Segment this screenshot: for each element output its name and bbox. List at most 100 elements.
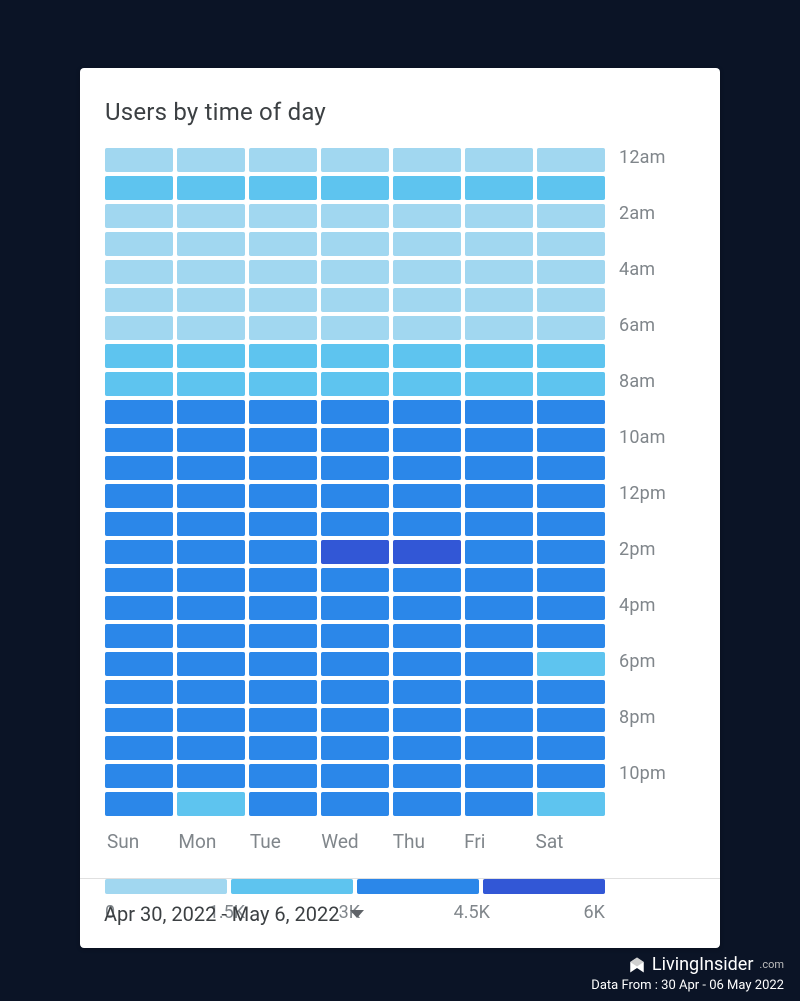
heatmap-cell[interactable]	[177, 624, 245, 648]
heatmap-cell[interactable]	[177, 764, 245, 788]
heatmap-cell[interactable]	[393, 148, 461, 172]
heatmap-cell[interactable]	[321, 204, 389, 228]
heatmap-cell[interactable]	[465, 316, 533, 340]
date-range-picker[interactable]: Apr 30, 2022 - May 6, 2022	[104, 902, 364, 926]
heatmap-cell[interactable]	[465, 596, 533, 620]
heatmap-cell[interactable]	[177, 400, 245, 424]
heatmap-cell[interactable]	[537, 624, 605, 648]
heatmap-cell[interactable]	[249, 484, 317, 508]
heatmap-cell[interactable]	[105, 624, 173, 648]
heatmap-cell[interactable]	[465, 792, 533, 816]
heatmap-cell[interactable]	[537, 792, 605, 816]
heatmap-cell[interactable]	[393, 232, 461, 256]
heatmap-cell[interactable]	[321, 540, 389, 564]
heatmap-cell[interactable]	[177, 428, 245, 452]
heatmap-cell[interactable]	[321, 456, 389, 480]
heatmap-cell[interactable]	[393, 428, 461, 452]
heatmap-cell[interactable]	[249, 652, 317, 676]
heatmap-cell[interactable]	[537, 176, 605, 200]
heatmap-cell[interactable]	[393, 512, 461, 536]
heatmap-cell[interactable]	[537, 344, 605, 368]
heatmap-cell[interactable]	[105, 176, 173, 200]
heatmap-cell[interactable]	[177, 148, 245, 172]
heatmap-cell[interactable]	[537, 568, 605, 592]
heatmap-cell[interactable]	[249, 680, 317, 704]
heatmap-cell[interactable]	[465, 484, 533, 508]
heatmap-cell[interactable]	[321, 232, 389, 256]
heatmap-cell[interactable]	[465, 288, 533, 312]
heatmap-cell[interactable]	[249, 176, 317, 200]
heatmap-cell[interactable]	[393, 708, 461, 732]
heatmap-cell[interactable]	[321, 792, 389, 816]
heatmap-cell[interactable]	[321, 484, 389, 508]
heatmap-cell[interactable]	[465, 568, 533, 592]
heatmap-cell[interactable]	[321, 400, 389, 424]
heatmap-cell[interactable]	[105, 204, 173, 228]
heatmap-cell[interactable]	[321, 512, 389, 536]
heatmap-cell[interactable]	[537, 540, 605, 564]
heatmap-cell[interactable]	[177, 232, 245, 256]
heatmap-cell[interactable]	[537, 652, 605, 676]
heatmap-cell[interactable]	[465, 204, 533, 228]
heatmap-cell[interactable]	[177, 176, 245, 200]
heatmap-cell[interactable]	[465, 176, 533, 200]
heatmap-cell[interactable]	[393, 400, 461, 424]
heatmap-cell[interactable]	[321, 148, 389, 172]
heatmap-cell[interactable]	[177, 568, 245, 592]
heatmap-cell[interactable]	[105, 792, 173, 816]
heatmap-cell[interactable]	[105, 232, 173, 256]
heatmap-cell[interactable]	[393, 596, 461, 620]
heatmap-cell[interactable]	[105, 764, 173, 788]
heatmap-cell[interactable]	[321, 176, 389, 200]
heatmap-cell[interactable]	[393, 652, 461, 676]
heatmap-cell[interactable]	[393, 288, 461, 312]
heatmap-cell[interactable]	[249, 568, 317, 592]
heatmap-cell[interactable]	[393, 568, 461, 592]
heatmap-cell[interactable]	[249, 764, 317, 788]
heatmap-cell[interactable]	[249, 512, 317, 536]
heatmap-cell[interactable]	[321, 568, 389, 592]
heatmap-cell[interactable]	[537, 708, 605, 732]
heatmap-cell[interactable]	[105, 372, 173, 396]
heatmap-cell[interactable]	[465, 148, 533, 172]
heatmap-cell[interactable]	[249, 596, 317, 620]
heatmap-cell[interactable]	[393, 792, 461, 816]
heatmap-cell[interactable]	[105, 400, 173, 424]
heatmap-cell[interactable]	[465, 680, 533, 704]
heatmap-cell[interactable]	[537, 512, 605, 536]
heatmap-cell[interactable]	[537, 316, 605, 340]
heatmap-cell[interactable]	[465, 344, 533, 368]
heatmap-cell[interactable]	[177, 344, 245, 368]
heatmap-cell[interactable]	[105, 288, 173, 312]
heatmap-cell[interactable]	[105, 484, 173, 508]
heatmap-cell[interactable]	[105, 512, 173, 536]
heatmap-cell[interactable]	[177, 652, 245, 676]
heatmap-cell[interactable]	[465, 736, 533, 760]
heatmap-cell[interactable]	[393, 736, 461, 760]
heatmap-cell[interactable]	[249, 232, 317, 256]
heatmap-cell[interactable]	[321, 708, 389, 732]
heatmap-cell[interactable]	[105, 456, 173, 480]
heatmap-cell[interactable]	[537, 232, 605, 256]
heatmap-cell[interactable]	[321, 736, 389, 760]
heatmap-cell[interactable]	[105, 260, 173, 284]
heatmap-cell[interactable]	[177, 596, 245, 620]
heatmap-cell[interactable]	[393, 372, 461, 396]
heatmap-cell[interactable]	[249, 540, 317, 564]
heatmap-cell[interactable]	[465, 400, 533, 424]
heatmap-cell[interactable]	[105, 708, 173, 732]
heatmap-cell[interactable]	[321, 764, 389, 788]
heatmap-cell[interactable]	[393, 680, 461, 704]
heatmap-cell[interactable]	[393, 344, 461, 368]
heatmap-cell[interactable]	[465, 540, 533, 564]
heatmap-cell[interactable]	[465, 652, 533, 676]
heatmap-cell[interactable]	[105, 148, 173, 172]
heatmap-cell[interactable]	[537, 428, 605, 452]
heatmap-cell[interactable]	[393, 764, 461, 788]
heatmap-cell[interactable]	[537, 148, 605, 172]
heatmap-cell[interactable]	[249, 456, 317, 480]
heatmap-cell[interactable]	[177, 260, 245, 284]
heatmap-cell[interactable]	[105, 736, 173, 760]
heatmap-cell[interactable]	[177, 204, 245, 228]
heatmap-cell[interactable]	[393, 260, 461, 284]
